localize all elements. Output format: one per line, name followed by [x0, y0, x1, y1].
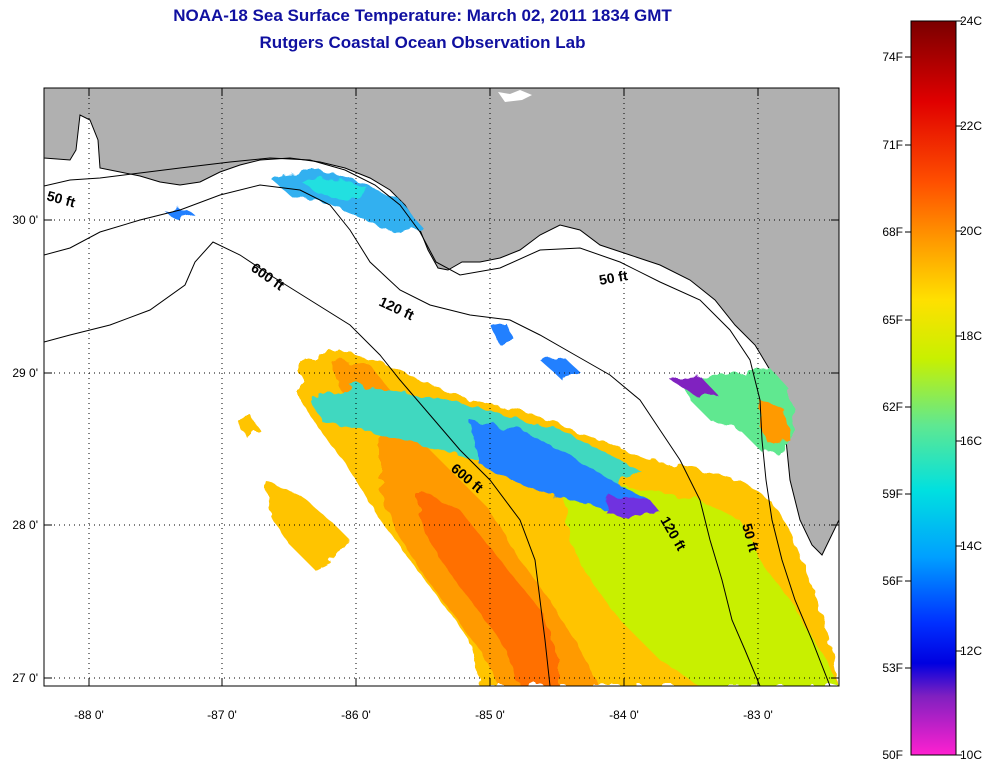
- lat-tick-label: 30 0': [12, 213, 38, 227]
- contour-label: 50 ft: [598, 267, 629, 288]
- colorbar-c-label: 20C: [960, 224, 982, 238]
- contour-600ft: [44, 241, 551, 686]
- colorbar-c-label: 12C: [960, 644, 982, 658]
- lon-tick-label: -86 0': [341, 708, 371, 722]
- colorbar-c-label: 18C: [960, 329, 982, 343]
- lon-tick-label: -84 0': [609, 708, 639, 722]
- contour-120ft: [44, 184, 761, 686]
- colorbar-ticks: [905, 20, 962, 756]
- colorbar-c-label: 10C: [960, 748, 982, 762]
- colorbar-c-label: 16C: [960, 434, 982, 448]
- lat-tick-label: 29 0': [12, 366, 38, 380]
- colorbar-f-label: 74F: [882, 50, 903, 64]
- lat-tick-label: 28 0': [12, 518, 38, 532]
- colorbar-f-label: 59F: [882, 487, 903, 501]
- colorbar-f-label: 50F: [882, 748, 903, 762]
- colorbar: [910, 20, 957, 756]
- colorbar-c-label: 24C: [960, 14, 982, 28]
- colorbar-c-label: 22C: [960, 119, 982, 133]
- contour-label: 50 ft: [739, 522, 762, 554]
- colorbar-f-label: 53F: [882, 661, 903, 675]
- colorbar-f-label: 56F: [882, 574, 903, 588]
- lat-tick-label: 27 0': [12, 671, 38, 685]
- map-subtitle: Rutgers Coastal Ocean Observation Lab: [259, 33, 586, 52]
- lon-tick-label: -83 0': [743, 708, 773, 722]
- lake: [498, 90, 532, 102]
- lon-tick-label: -87 0': [207, 708, 237, 722]
- plot-frame: [43, 87, 840, 687]
- axis-ticks: [44, 88, 839, 686]
- lon-tick-label: -88 0': [74, 708, 104, 722]
- colorbar-c-label: 14C: [960, 539, 982, 553]
- contour-label: 50 ft: [45, 187, 77, 210]
- colorbar-f-label: 71F: [882, 138, 903, 152]
- colorbar-f-label: 68F: [882, 225, 903, 239]
- colorbar-f-label: 65F: [882, 313, 903, 327]
- map-title: NOAA-18 Sea Surface Temperature: March 0…: [173, 6, 672, 25]
- lon-tick-label: -85 0': [475, 708, 505, 722]
- colorbar-f-label: 62F: [882, 400, 903, 414]
